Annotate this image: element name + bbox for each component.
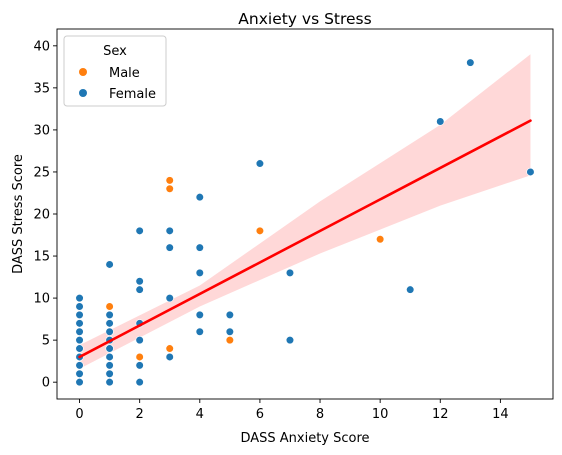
y-axis-label: DASS Stress Score <box>11 154 26 274</box>
point-male <box>376 235 385 244</box>
point-female <box>225 310 234 320</box>
point-male <box>135 352 144 362</box>
point-female <box>105 319 114 328</box>
legend-box <box>63 35 167 107</box>
point-female <box>165 352 174 362</box>
point-female <box>75 302 84 311</box>
point-female <box>105 260 114 269</box>
x-tick-label: 8 <box>316 407 324 422</box>
point-female <box>406 285 415 294</box>
y-tick-label: 40 <box>33 39 50 54</box>
y-tick-label: 15 <box>33 250 50 265</box>
point-female <box>105 310 114 320</box>
legend-marker-female <box>79 89 87 97</box>
legend-label-male: Male <box>109 66 140 81</box>
point-female <box>255 159 265 168</box>
confidence-band-layer <box>79 54 531 369</box>
point-female <box>165 243 174 252</box>
x-axis-ticks: 0 2 4 6 8 10 12 14 <box>75 399 509 422</box>
point-female <box>75 361 84 370</box>
point-male <box>165 344 174 353</box>
legend-label-female: Female <box>109 87 156 102</box>
point-female <box>135 285 144 294</box>
y-axis-ticks: 0 5 10 15 20 25 30 35 40 <box>33 39 57 391</box>
point-female <box>195 268 204 277</box>
point-female <box>285 336 295 345</box>
legend-title: Sex <box>103 44 127 59</box>
point-female <box>75 378 84 387</box>
legend: Sex Male Female <box>63 35 167 107</box>
point-female <box>75 319 84 328</box>
point-male <box>105 302 114 311</box>
x-tick-label: 2 <box>136 407 144 422</box>
x-tick-label: 12 <box>432 407 449 422</box>
point-female <box>105 352 114 362</box>
y-tick-label: 0 <box>42 376 50 391</box>
x-axis-label: DASS Anxiety Score <box>240 431 369 446</box>
y-tick-label: 10 <box>33 292 50 307</box>
point-female <box>75 327 84 336</box>
point-female <box>436 117 445 126</box>
point-female <box>75 293 84 303</box>
point-female <box>195 327 204 336</box>
regression-line <box>78 119 532 359</box>
point-female <box>165 293 174 303</box>
point-male <box>225 336 234 345</box>
point-female <box>75 369 84 378</box>
point-female <box>195 310 204 320</box>
point-female <box>75 344 84 353</box>
point-male <box>165 184 174 193</box>
point-female <box>285 268 295 277</box>
point-female <box>466 58 475 67</box>
x-tick-label: 6 <box>256 407 264 422</box>
y-tick-label: 35 <box>33 81 50 96</box>
x-tick-label: 14 <box>492 407 509 422</box>
point-female <box>75 310 84 320</box>
point-female <box>135 277 144 286</box>
y-tick-label: 20 <box>33 208 50 223</box>
point-female <box>225 327 234 336</box>
point-male <box>165 176 174 185</box>
point-female <box>105 361 114 370</box>
point-male <box>255 226 265 235</box>
point-female <box>105 344 114 353</box>
chart-title: Anxiety vs Stress <box>238 10 371 28</box>
x-tick-label: 0 <box>75 407 83 422</box>
point-female <box>195 193 204 202</box>
regression-line-layer <box>78 119 532 359</box>
point-female <box>165 226 174 235</box>
point-female <box>75 336 84 345</box>
legend-marker-male <box>79 68 87 76</box>
point-female <box>105 327 114 336</box>
point-female <box>105 378 114 387</box>
confidence-band <box>79 54 531 369</box>
point-female <box>105 369 114 378</box>
x-tick-label: 10 <box>372 407 389 422</box>
point-female <box>526 167 535 177</box>
point-female <box>135 226 144 235</box>
y-tick-label: 5 <box>42 334 50 349</box>
y-tick-label: 25 <box>33 165 50 180</box>
x-tick-label: 4 <box>196 407 204 422</box>
point-female <box>135 336 144 345</box>
point-female <box>135 378 144 387</box>
points-layer <box>75 58 535 387</box>
y-tick-label: 30 <box>33 123 50 138</box>
point-female <box>195 243 204 252</box>
point-female <box>135 361 144 370</box>
